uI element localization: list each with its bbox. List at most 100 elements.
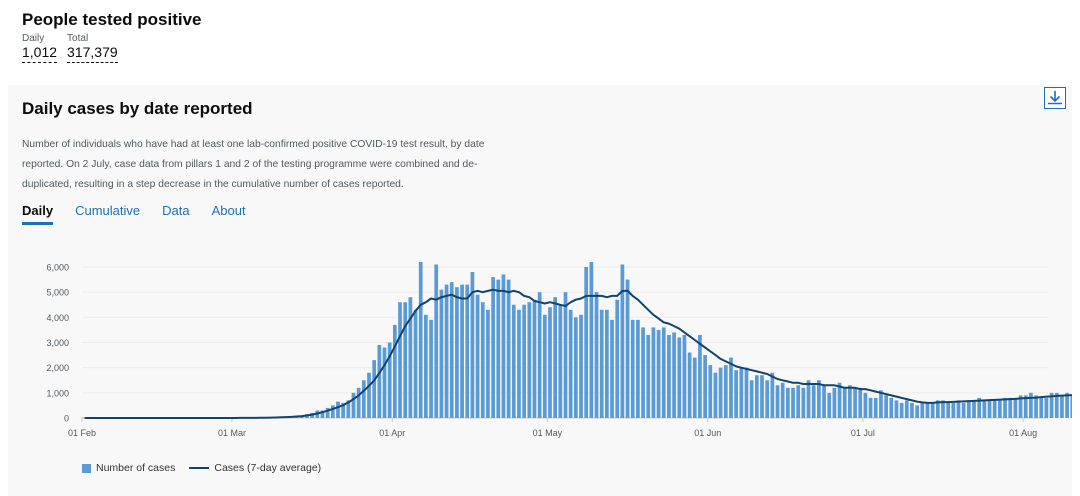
tab-daily[interactable]: Daily <box>22 203 54 225</box>
bar <box>573 317 578 418</box>
bar <box>496 279 501 418</box>
bar <box>935 400 940 418</box>
y-tick-label: 4,000 <box>46 313 69 323</box>
bar <box>480 302 485 418</box>
bar <box>930 402 935 418</box>
bar <box>651 327 656 418</box>
bar <box>791 387 795 418</box>
bar <box>511 304 516 418</box>
bar <box>444 284 449 418</box>
legend-item-line[interactable]: Cases (7-day average) <box>189 462 321 474</box>
bar <box>677 337 682 418</box>
bar <box>982 400 987 418</box>
bar <box>904 400 909 418</box>
bar <box>749 380 754 418</box>
bar <box>522 304 526 418</box>
daily-value[interactable]: 1,012 <box>22 44 58 63</box>
bar <box>956 400 961 418</box>
summary-title: People tested positive <box>22 10 202 29</box>
bar <box>863 392 868 418</box>
bar <box>667 334 671 418</box>
bar <box>806 380 811 418</box>
summary-panel: People tested positive Daily 1,012 Total… <box>22 10 202 63</box>
bar <box>491 277 495 418</box>
bar <box>372 360 377 418</box>
bar <box>636 319 640 418</box>
bar <box>998 400 1002 418</box>
bar <box>398 302 402 418</box>
y-tick-label: 0 <box>64 414 69 424</box>
legend-line-label: Cases (7-day average) <box>214 462 322 474</box>
total-label: Total <box>67 33 89 44</box>
bar <box>517 309 521 418</box>
bar <box>413 309 418 418</box>
tab-cumulative[interactable]: Cumulative <box>75 203 141 218</box>
chart-tabs: Daily Cumulative Data About <box>22 203 246 225</box>
bar <box>579 314 583 418</box>
bar <box>873 397 878 418</box>
bar <box>785 387 790 418</box>
bar <box>775 385 780 418</box>
bar <box>972 400 976 418</box>
daily-stat: Daily 1,012 <box>22 33 58 63</box>
bar <box>532 299 537 418</box>
tab-about[interactable]: About <box>211 203 246 218</box>
bar <box>811 385 816 418</box>
bar <box>1034 395 1038 418</box>
bar <box>475 294 480 418</box>
bar <box>336 401 340 418</box>
bar <box>563 292 568 418</box>
bar <box>392 324 397 418</box>
bar <box>1054 392 1059 418</box>
bar <box>356 387 361 418</box>
legend-item-bars[interactable]: Number of cases <box>82 462 175 474</box>
bar <box>687 352 692 418</box>
bar <box>1070 395 1072 418</box>
bar <box>1003 397 1007 418</box>
bar <box>470 272 475 418</box>
bar <box>449 282 454 418</box>
bar <box>899 402 904 418</box>
bar <box>382 347 387 418</box>
bar <box>1044 397 1049 418</box>
bar <box>542 314 547 418</box>
bar <box>646 334 651 418</box>
tab-data[interactable]: Data <box>162 203 190 218</box>
y-tick-label: 2,000 <box>46 363 69 373</box>
bar <box>625 279 630 418</box>
legend-line-swatch <box>189 467 210 469</box>
bar <box>692 357 697 418</box>
bar <box>330 405 335 418</box>
bar <box>1060 395 1064 418</box>
x-tick-label: 01 Apr <box>379 428 405 438</box>
bar <box>424 314 428 418</box>
x-tick-label: 01 May <box>533 428 563 438</box>
bar <box>584 267 589 418</box>
bar <box>920 402 925 418</box>
bar <box>403 302 408 418</box>
x-tick-label: 01 Aug <box>1009 428 1037 438</box>
bar <box>966 400 971 418</box>
bar <box>723 365 728 418</box>
x-tick-label: 01 Jul <box>851 428 875 438</box>
bar <box>589 261 594 418</box>
download-button[interactable] <box>1044 87 1066 109</box>
bar <box>341 402 346 418</box>
x-tick-label: 01 Feb <box>68 428 96 438</box>
bar <box>1065 392 1069 418</box>
bar <box>889 397 894 418</box>
bar <box>599 309 604 418</box>
bar <box>558 304 563 418</box>
bar <box>641 327 645 418</box>
bar <box>620 264 625 418</box>
bar <box>377 345 382 418</box>
bar <box>801 387 806 418</box>
bar <box>879 390 883 418</box>
bar <box>915 405 919 418</box>
total-value[interactable]: 317,379 <box>67 44 118 63</box>
bar <box>460 284 464 418</box>
bar <box>977 397 982 418</box>
bar <box>527 302 532 418</box>
bar <box>729 357 733 418</box>
y-tick-label: 1,000 <box>46 388 69 398</box>
